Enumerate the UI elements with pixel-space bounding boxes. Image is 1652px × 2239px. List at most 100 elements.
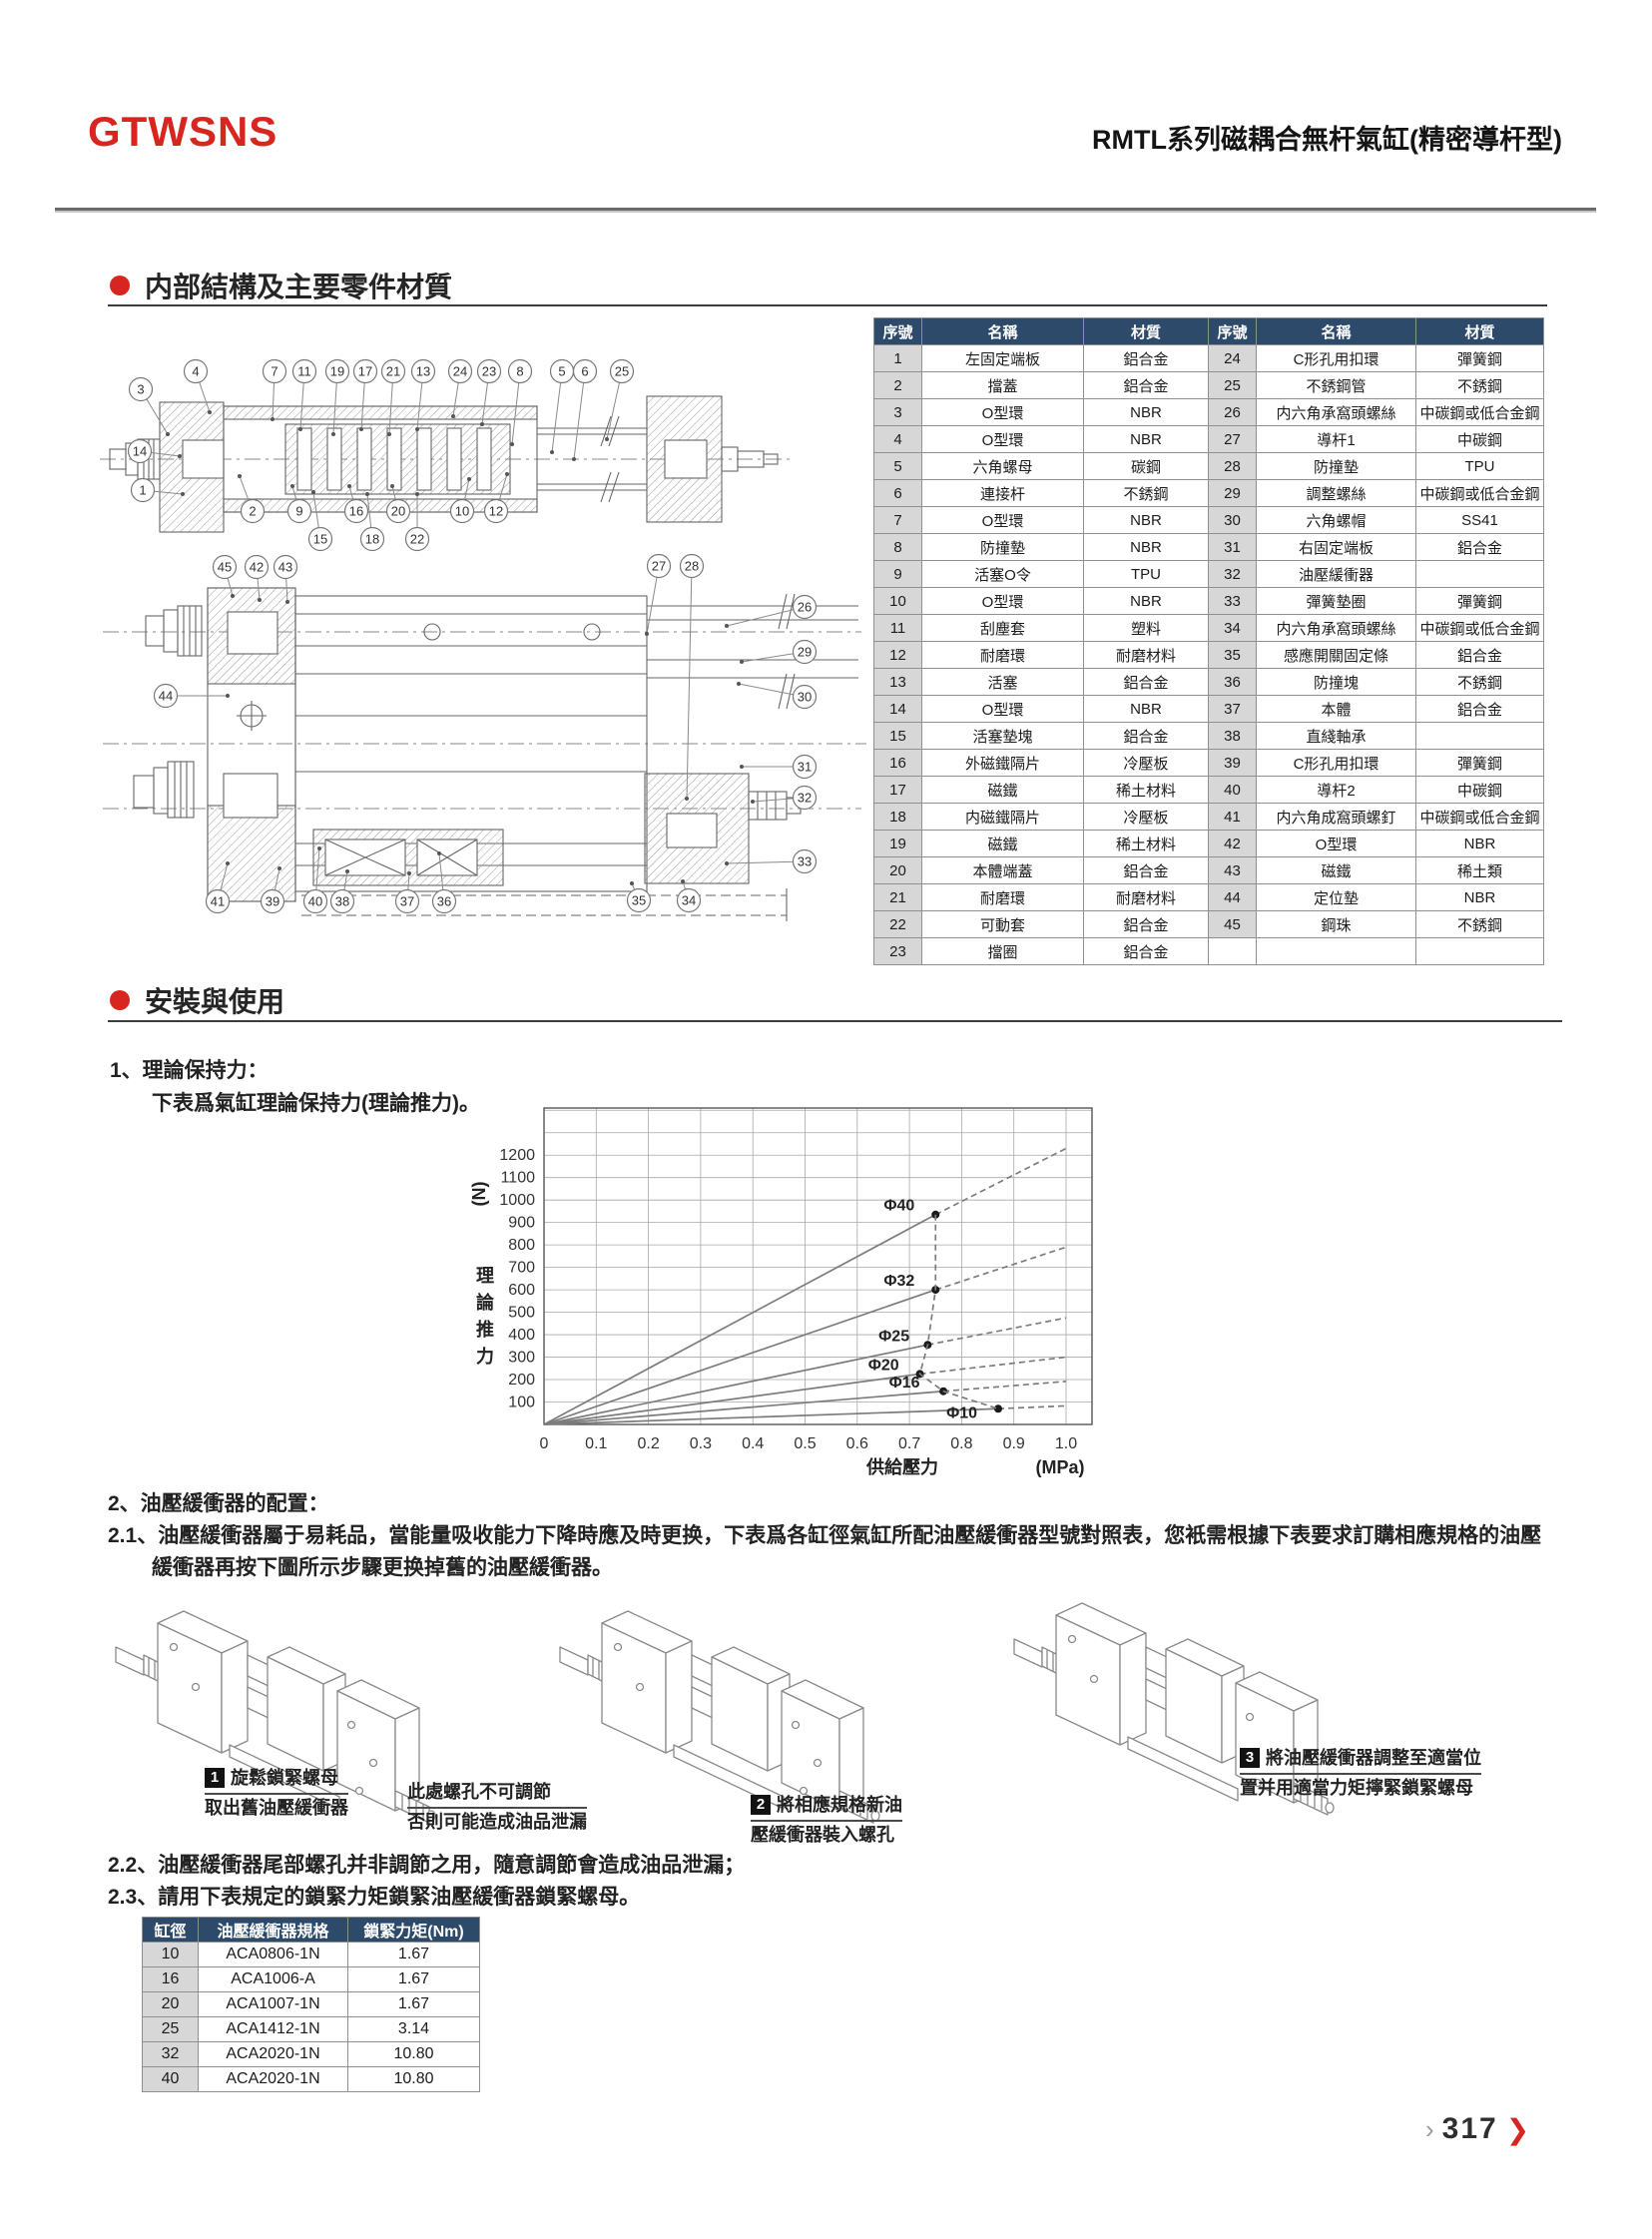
table-cell: 23 bbox=[873, 937, 922, 965]
item2-3-text: 2.3、請用下表規定的鎖緊力矩鎖緊油壓緩衝器鎖緊螺母。 bbox=[108, 1886, 641, 1909]
item1-subtext: 下表爲氣缸理論保持力(理論推力)。 bbox=[152, 1092, 480, 1115]
table-cell: 中碳鋼 bbox=[1415, 425, 1544, 453]
table-cell: 磁鐵 bbox=[1256, 856, 1416, 884]
table-cell: ACA1007-1N bbox=[198, 1991, 348, 2017]
svg-text:0.5: 0.5 bbox=[794, 1435, 816, 1452]
table-row: 12 耐磨環 耐磨材料 35 感應開關固定條 鋁合金 bbox=[873, 641, 1544, 669]
table-cell: 鋁合金 bbox=[1083, 722, 1209, 750]
table-cell: NBR bbox=[1083, 587, 1209, 615]
svg-text:41: 41 bbox=[211, 894, 225, 909]
svg-text:13: 13 bbox=[416, 364, 430, 379]
table-cell: 中碳鋼或低合金鋼 bbox=[1415, 803, 1544, 831]
table-cell: 4 bbox=[873, 425, 922, 453]
section1-heading: 内部結構及主要零件材質 bbox=[110, 266, 452, 305]
table-row: 16 ACA1006-A 1.67 bbox=[142, 1966, 480, 1992]
svg-text:800: 800 bbox=[508, 1237, 535, 1254]
svg-text:(N): (N) bbox=[469, 1182, 489, 1207]
table-cell: 2 bbox=[873, 371, 922, 399]
table-cell bbox=[1415, 937, 1544, 965]
table-cell: 39 bbox=[1208, 749, 1257, 777]
svg-text:37: 37 bbox=[400, 894, 414, 909]
svg-text:31: 31 bbox=[798, 760, 812, 775]
svg-text:38: 38 bbox=[335, 894, 349, 909]
table-cell: 35 bbox=[1208, 641, 1257, 669]
table-cell: 耐磨環 bbox=[921, 641, 1084, 669]
svg-text:6: 6 bbox=[581, 364, 588, 379]
col-header: 油壓緩衝器規格 bbox=[198, 1917, 348, 1943]
table-cell: 稀土材料 bbox=[1083, 830, 1209, 857]
svg-text:29: 29 bbox=[798, 645, 812, 660]
table-cell: 鋁合金 bbox=[1083, 371, 1209, 399]
svg-text:力: 力 bbox=[476, 1347, 494, 1367]
table-cell: 32 bbox=[1208, 560, 1257, 588]
table-cell: 3.14 bbox=[347, 2016, 480, 2042]
table-cell: 3 bbox=[873, 398, 922, 426]
table-cell: 内六角承窩頭螺絲 bbox=[1256, 398, 1416, 426]
svg-text:18: 18 bbox=[365, 532, 379, 547]
table-row: 9 活塞O令 TPU 32 油壓緩衝器 bbox=[873, 560, 1544, 588]
svg-text:0.8: 0.8 bbox=[950, 1435, 972, 1452]
svg-text:23: 23 bbox=[482, 364, 496, 379]
table-cell: 1.67 bbox=[347, 1991, 480, 2017]
table-cell: TPU bbox=[1083, 560, 1209, 588]
lower-cross-section bbox=[103, 587, 866, 921]
table-cell: 彈簧鋼 bbox=[1415, 344, 1544, 372]
svg-text:16: 16 bbox=[349, 504, 363, 519]
table-cell bbox=[1415, 560, 1544, 588]
item2-2-text: 2.2、油壓緩衝器尾部螺孔并非調節之用，隨意調節會造成油品泄漏； bbox=[108, 1854, 746, 1877]
svg-text:24: 24 bbox=[453, 364, 467, 379]
parts-table-header-row: 序號 名稱 材質 序號 名稱 材質 bbox=[873, 317, 1544, 345]
table-cell: 1.67 bbox=[347, 1942, 480, 1967]
table-cell: 43 bbox=[1208, 856, 1257, 884]
svg-text:11: 11 bbox=[297, 364, 311, 379]
table-cell: 防撞墊 bbox=[921, 533, 1084, 561]
item2-1-text: 2.1、油壓緩衝器屬于易耗品，當能量吸收能力下降時應及時更换，下表爲各缸徑氣缸所… bbox=[108, 1524, 1542, 1547]
table-row: 32 ACA2020-1N 10.80 bbox=[142, 2041, 480, 2067]
svg-text:Φ16: Φ16 bbox=[889, 1375, 920, 1392]
svg-text:44: 44 bbox=[159, 689, 173, 704]
table-cell: 塑料 bbox=[1083, 614, 1209, 642]
svg-text:600: 600 bbox=[508, 1282, 535, 1299]
table-cell: 21 bbox=[873, 883, 922, 911]
table-cell: 鋁合金 bbox=[1083, 910, 1209, 938]
table-cell: 活塞 bbox=[921, 668, 1084, 696]
table-cell: 活塞墊塊 bbox=[921, 722, 1084, 750]
svg-text:9: 9 bbox=[295, 504, 302, 519]
svg-text:19: 19 bbox=[330, 364, 344, 379]
table-cell: 稀土類 bbox=[1415, 856, 1544, 884]
table-cell: C形孔用扣環 bbox=[1256, 749, 1416, 777]
table-cell: 24 bbox=[1208, 344, 1257, 372]
table-row: 40 ACA2020-1N 10.80 bbox=[142, 2066, 480, 2092]
table-cell: 33 bbox=[1208, 587, 1257, 615]
brand-logo: GTWSNS bbox=[88, 108, 278, 155]
svg-text:Φ32: Φ32 bbox=[883, 1273, 914, 1290]
table-cell: NBR bbox=[1083, 425, 1209, 453]
table-row: 1 左固定端板 鋁合金 24 C形孔用扣環 彈簧鋼 bbox=[873, 344, 1544, 372]
table-cell: 冷壓板 bbox=[1083, 803, 1209, 831]
table-cell: 活塞O令 bbox=[921, 560, 1084, 588]
table-cell: 5 bbox=[873, 452, 922, 480]
next-page-icon: ❯ bbox=[1505, 2113, 1530, 2145]
table-cell: 27 bbox=[1208, 425, 1257, 453]
table-cell: 右固定端板 bbox=[1256, 533, 1416, 561]
col-header: 名稱 bbox=[921, 317, 1084, 345]
svg-text:34: 34 bbox=[682, 893, 696, 908]
svg-text:1000: 1000 bbox=[499, 1192, 535, 1209]
table-cell: 導杆2 bbox=[1256, 776, 1416, 804]
table-cell: 不銹鋼 bbox=[1415, 668, 1544, 696]
item2-heading: 2、油壓緩衝器的配置： bbox=[108, 1492, 329, 1515]
diagram2-callouts: 45 42 43 27 28 26 29 30 44 31 32 33 41 39 40 38 37 36 35 34 bbox=[153, 553, 818, 914]
step-label-2: 2 將相應規格新油 壓緩衝器裝入螺孔 bbox=[751, 1792, 902, 1848]
parts-material-table: 序號 名稱 材質 序號 名稱 材質 1 左固定端板 鋁合金 24 C形孔用扣環 彈簧鋼 2 擋… bbox=[873, 317, 1544, 965]
table-cell: 11 bbox=[873, 614, 922, 642]
table-cell: 32 bbox=[142, 2041, 199, 2067]
table-cell: 10.80 bbox=[347, 2066, 480, 2092]
table-row: 17 磁鐵 稀土材料 40 導杆2 中碳鋼 bbox=[873, 776, 1544, 804]
svg-text:理: 理 bbox=[476, 1266, 494, 1286]
table-cell: 定位墊 bbox=[1256, 883, 1416, 911]
svg-text:17: 17 bbox=[358, 364, 372, 379]
item2-1-text2: 緩衝器再按下圖所示步驟更换掉舊的油壓緩衝器。 bbox=[152, 1556, 613, 1579]
col-header: 序號 bbox=[1208, 317, 1257, 345]
table-cell: 22 bbox=[873, 910, 922, 938]
